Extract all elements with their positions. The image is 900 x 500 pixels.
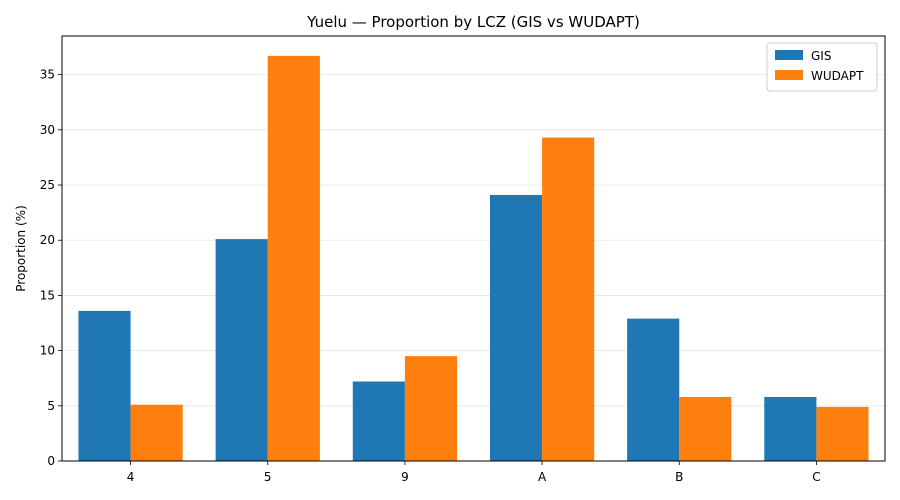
bar-wudapt-c xyxy=(816,406,869,461)
y-tick-label: 20 xyxy=(40,233,55,247)
bar-gis-5 xyxy=(215,239,268,461)
x-tick-label: 9 xyxy=(401,470,409,484)
bar-wudapt-9 xyxy=(404,356,458,461)
y-tick-label: 10 xyxy=(40,344,55,358)
bar-gis-c xyxy=(764,396,817,461)
x-tick-label: B xyxy=(675,470,683,484)
legend: GIS WUDAPT xyxy=(766,42,878,92)
y-tick-label: 35 xyxy=(40,68,55,82)
x-tick-label: 4 xyxy=(127,470,135,484)
y-tick-label: 15 xyxy=(40,288,55,302)
axes: 0 5 10 15 20 25 30 35 4 5 9 A B C xyxy=(40,35,886,484)
plot-frame xyxy=(61,35,886,462)
legend-label: WUDAPT xyxy=(811,69,864,83)
x-tick-label: A xyxy=(538,470,547,484)
bar-wudapt-4 xyxy=(130,404,183,461)
y-tick-label: 0 xyxy=(47,454,55,468)
bar-gis-4 xyxy=(78,310,131,461)
grid-lines xyxy=(62,74,885,407)
bar-wudapt-b xyxy=(679,396,732,461)
chart-title: Yuelu — Proportion by LCZ (GIS vs WUDAPT… xyxy=(306,13,640,31)
legend-swatch xyxy=(775,50,803,60)
y-tick-label: 30 xyxy=(40,123,55,137)
bars xyxy=(78,55,869,462)
x-tick-label: 5 xyxy=(264,470,272,484)
bar-wudapt-a xyxy=(542,137,595,461)
x-tick-label: C xyxy=(812,470,820,484)
bar-gis-b xyxy=(627,318,680,461)
y-tick-label: 25 xyxy=(40,178,55,192)
y-tick-label: 5 xyxy=(47,399,55,413)
bar-wudapt-5 xyxy=(267,55,320,462)
legend-label: GIS xyxy=(811,49,831,63)
y-axis-label: Proportion (%) xyxy=(14,205,28,292)
bar-gis-a xyxy=(489,194,543,461)
legend-swatch xyxy=(775,70,803,80)
bar-gis-9 xyxy=(352,381,405,461)
